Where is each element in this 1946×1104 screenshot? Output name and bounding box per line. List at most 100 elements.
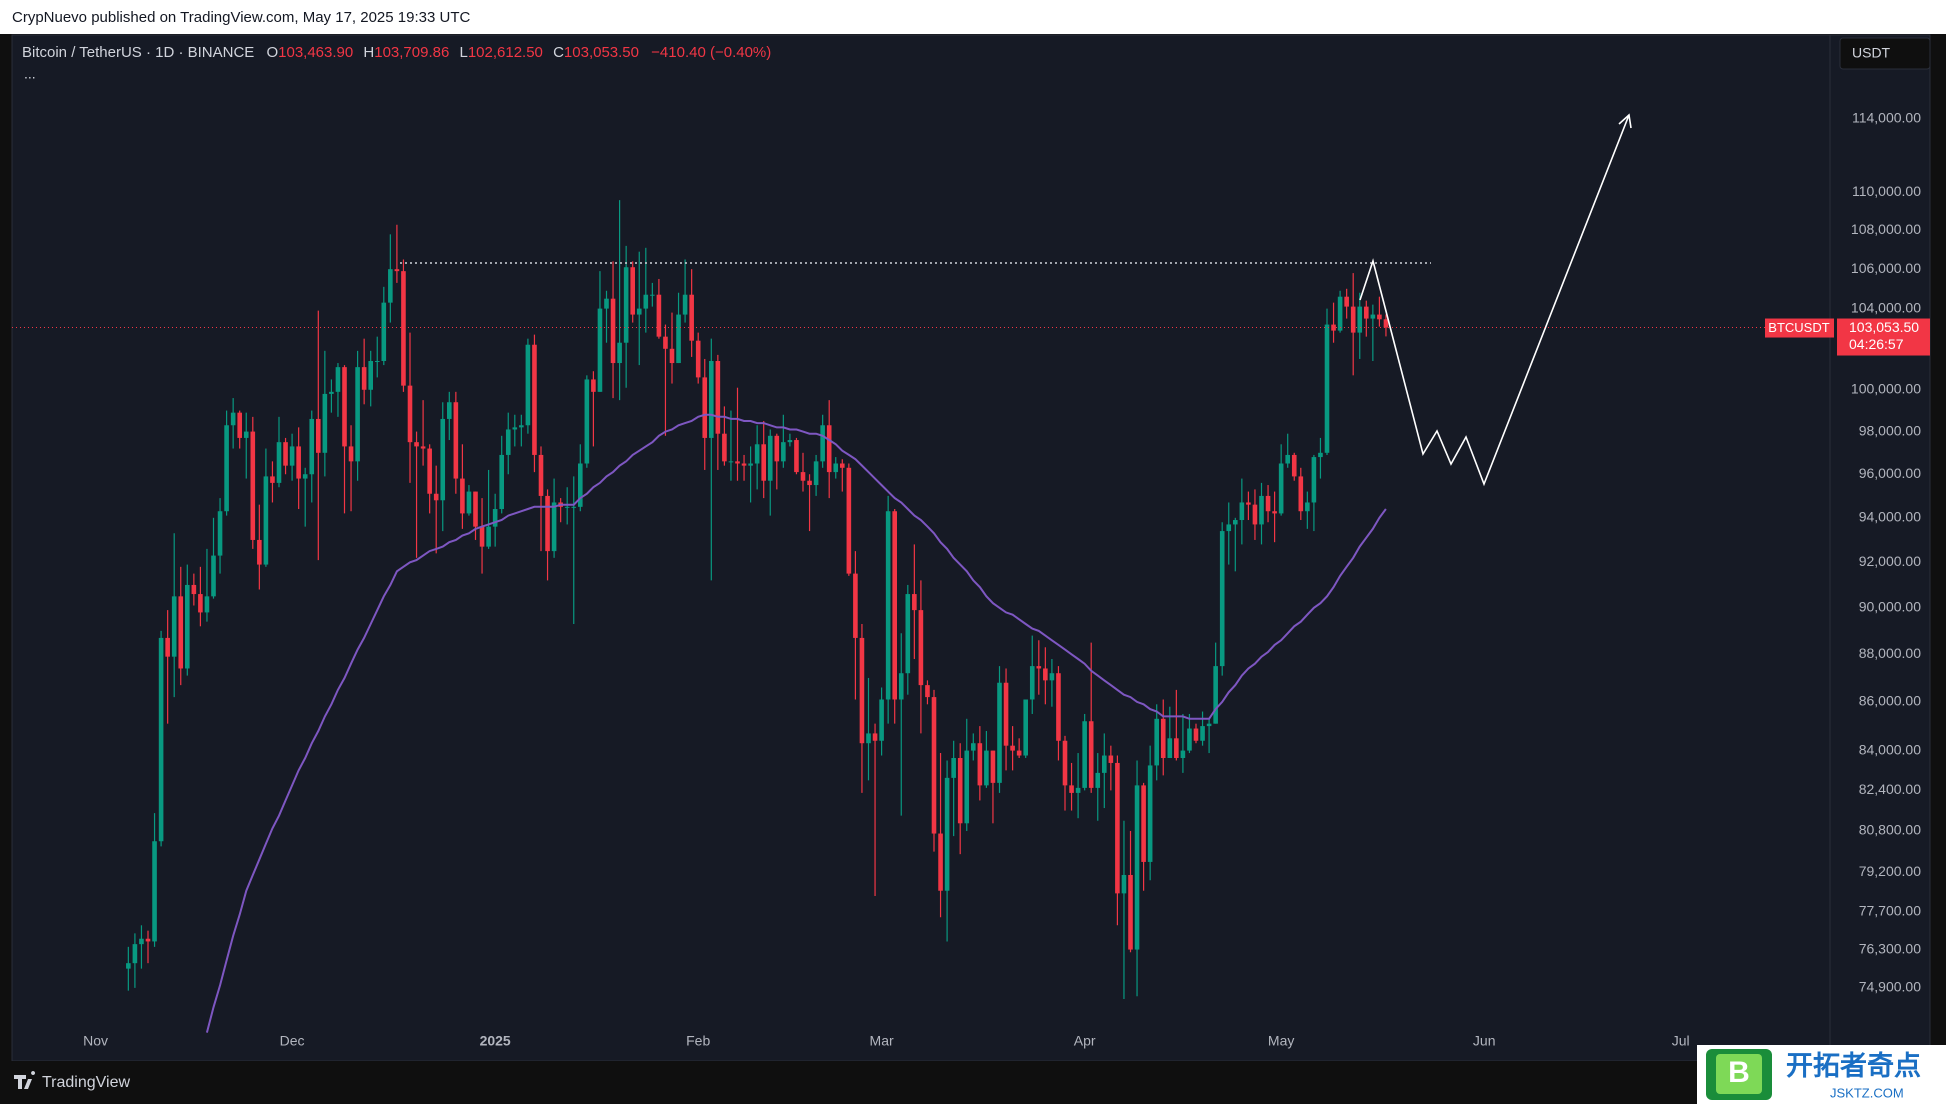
candle-body <box>1311 457 1317 503</box>
candle-body <box>578 463 583 507</box>
candle-body <box>401 271 406 386</box>
ohlc-value: 102,612.50 <box>468 44 543 61</box>
y-tick-label: 110,000.00 <box>1852 183 1921 199</box>
candle-body <box>433 493 439 501</box>
candle-body <box>984 750 989 786</box>
ohlc-key: H <box>363 44 374 61</box>
y-tick-label: 94,000.00 <box>1859 509 1921 525</box>
candle-body <box>767 435 773 481</box>
candle-body <box>1246 502 1251 505</box>
candle-body <box>499 454 504 510</box>
chart-header: Bitcoin / TetherUS · 1D · BINANCE O103,4… <box>22 44 771 61</box>
candle-body <box>944 777 950 891</box>
price-tag-label: 103,053.50 <box>1849 319 1919 335</box>
candle-body <box>204 596 210 613</box>
candle-body <box>420 446 426 449</box>
candle-body <box>925 685 930 698</box>
candle-body <box>198 594 203 613</box>
candle-body <box>774 435 780 462</box>
candle-body <box>145 938 151 942</box>
candle-body <box>741 463 747 466</box>
candle-body <box>1167 738 1173 758</box>
candle-body <box>728 461 734 463</box>
candle-body <box>178 596 184 669</box>
candle-body <box>217 511 223 556</box>
candle-body <box>1259 495 1264 525</box>
watermark-logo-inner <box>1716 1054 1762 1094</box>
candle-body <box>846 467 852 574</box>
candle-body <box>787 440 793 443</box>
y-tick-label: 108,000.00 <box>1851 221 1921 237</box>
candle-body <box>872 733 878 741</box>
change: −410.40 (−0.40%) <box>651 44 771 61</box>
candle-body <box>473 491 478 527</box>
y-tick-label: 100,000.00 <box>1851 380 1921 396</box>
candle-body <box>1357 306 1363 333</box>
y-tick-label: 96,000.00 <box>1859 465 1921 481</box>
y-tick-label: 90,000.00 <box>1859 599 1921 615</box>
candle-body <box>283 442 288 466</box>
candle-body <box>335 367 341 392</box>
x-tick-label: May <box>1268 1033 1294 1049</box>
candle-body <box>171 596 177 657</box>
candle-body <box>1213 666 1218 724</box>
y-tick-label: 76,300.00 <box>1859 940 1921 956</box>
candle-body <box>630 267 635 315</box>
candle-body <box>1049 673 1055 681</box>
y-tick-label: 79,200.00 <box>1859 863 1921 879</box>
projection-path <box>1359 114 1630 487</box>
candle-body <box>460 478 465 514</box>
candle-body <box>1108 755 1114 763</box>
candle-body <box>826 425 832 473</box>
candle-body <box>512 427 518 430</box>
candle-body <box>794 440 799 473</box>
candle-body <box>813 461 819 486</box>
candle-body <box>1095 772 1101 788</box>
candle-body <box>394 269 400 272</box>
ohlc-key: L <box>459 44 467 61</box>
currency-button[interactable] <box>1839 37 1931 70</box>
candle-body <box>1272 511 1277 514</box>
candle-body <box>971 743 976 751</box>
candle-body <box>139 938 144 945</box>
candle-body <box>833 463 839 473</box>
candle-body <box>1010 745 1015 751</box>
publish-info: CrypNuevo published on TradingView.com, … <box>12 9 470 26</box>
candle-body <box>309 418 315 475</box>
candle-body <box>931 697 937 834</box>
candle-body <box>276 442 282 483</box>
candle-body <box>1082 721 1087 788</box>
candle-body <box>1023 699 1028 756</box>
footer-bar <box>0 1061 1946 1104</box>
y-tick-label: 77,700.00 <box>1859 903 1921 919</box>
ohlc-value: 103,463.90 <box>278 44 353 61</box>
candle-body <box>1331 324 1336 331</box>
candle-body <box>270 476 275 483</box>
candle-body <box>257 539 262 565</box>
candle-body <box>243 431 249 438</box>
candle-body <box>1016 750 1022 756</box>
candle-body <box>597 308 603 392</box>
y-tick-label: 92,000.00 <box>1859 553 1921 569</box>
candle-body <box>564 506 570 508</box>
candle-body <box>1088 721 1094 788</box>
candle-body <box>250 431 256 540</box>
candle-body <box>374 360 380 362</box>
candle-body <box>584 379 590 464</box>
candle-body <box>571 506 577 508</box>
candle-body <box>1134 785 1140 950</box>
y-tick-label: 114,000.00 <box>1852 109 1921 125</box>
candle-body <box>682 294 688 315</box>
candle-body <box>1141 785 1146 862</box>
candle-body <box>643 294 649 309</box>
candle-body <box>126 963 131 969</box>
candle-body <box>224 425 229 512</box>
currency-label: USDT <box>1852 45 1891 61</box>
chart-panel <box>11 34 1931 1062</box>
more-indicator[interactable]: ... <box>24 66 36 82</box>
candle-body <box>977 743 983 786</box>
candle-body <box>656 294 662 337</box>
candle-body <box>859 637 865 744</box>
candle-body <box>453 402 459 479</box>
x-tick-label: Apr <box>1074 1033 1096 1049</box>
